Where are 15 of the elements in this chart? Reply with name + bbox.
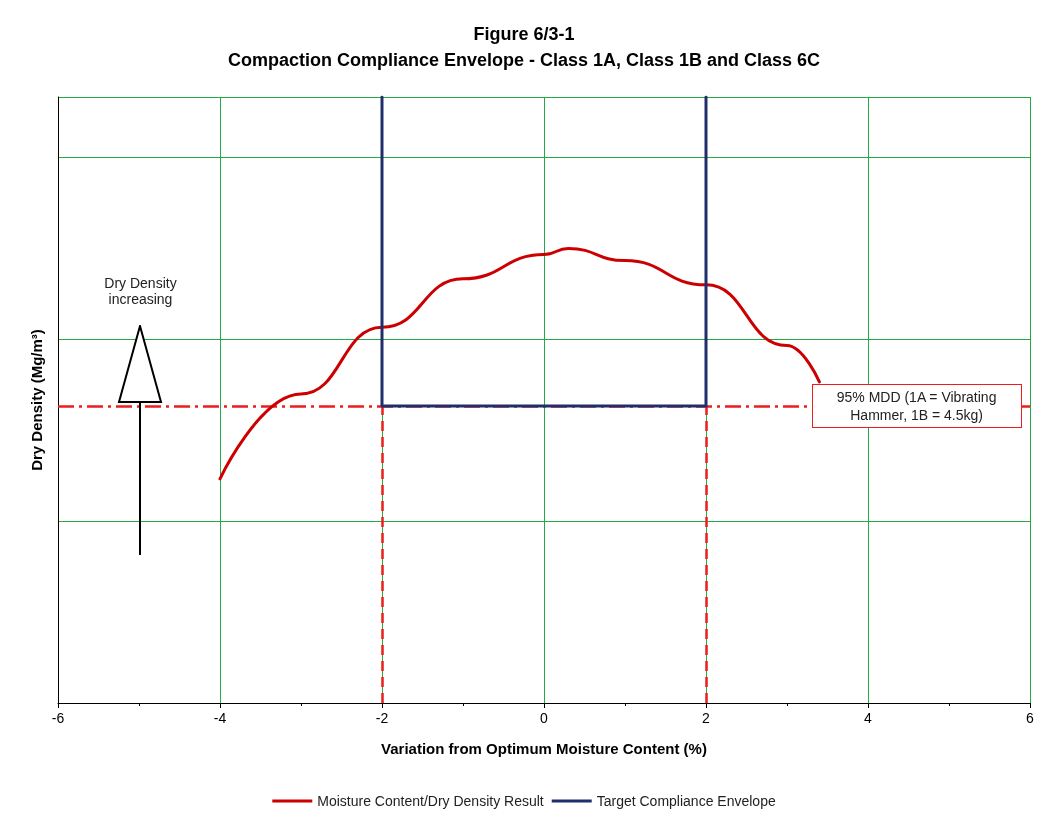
- y-axis-title: Dry Density (Mg/m³): [28, 329, 45, 471]
- legend-label: Moisture Content/Dry Density Result: [317, 793, 544, 809]
- annotation: Dry Density increasing: [103, 275, 178, 307]
- x-tick-label: 6: [1026, 710, 1035, 726]
- chart-title: Figure 6/3-1: [473, 24, 575, 44]
- x-tick-label: -6: [51, 710, 65, 726]
- x-tick-label: 4: [864, 710, 873, 726]
- chart-subtitle: Compaction Compliance Envelope - Class 1A, Class 1B and Class 6C: [227, 50, 821, 70]
- callout-box: 95% MDD (1A = Vibrating Hammer, 1B = 4.5kg): [811, 384, 1022, 429]
- x-tick-label: -4: [213, 710, 227, 726]
- legend-label: Target Compliance Envelope: [596, 793, 776, 809]
- x-tick-label: 0: [540, 710, 549, 726]
- x-axis-title: Variation from Optimum Moisture Content (%): [381, 740, 707, 757]
- x-tick-label: -2: [375, 710, 389, 726]
- x-tick-label: 2: [702, 710, 711, 726]
